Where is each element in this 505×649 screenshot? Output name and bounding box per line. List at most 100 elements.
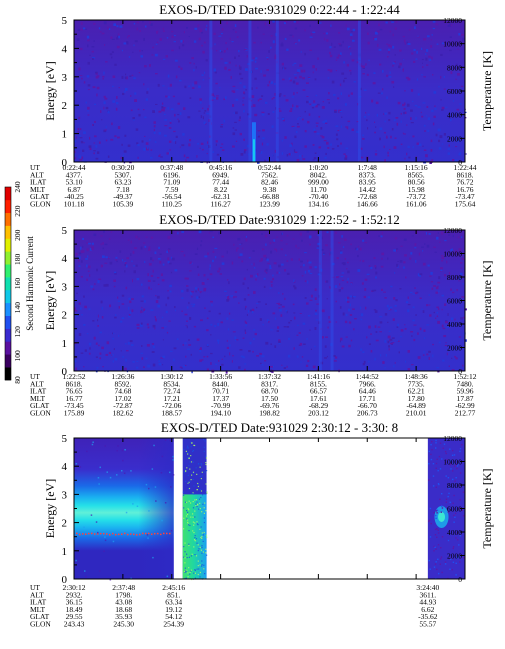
heatmap-cell	[184, 342, 187, 345]
heatmap-cell	[85, 101, 87, 104]
heatmap-cell	[135, 128, 139, 131]
heatmap-cell	[351, 59, 355, 62]
heatmap-cell	[418, 252, 421, 256]
heatmap-cell	[187, 576, 189, 578]
heatmap-cell	[389, 71, 391, 74]
heatmap-cell	[231, 319, 234, 321]
heatmap-cell	[321, 136, 325, 139]
heatmap-cell	[91, 246, 94, 249]
heatmap-cell	[213, 97, 216, 99]
heatmap-cell	[129, 75, 132, 77]
heatmap-cell	[339, 111, 343, 113]
heatmap-cell	[436, 367, 440, 369]
table-cell: 17.37	[212, 394, 229, 403]
heatmap-cell	[201, 552, 203, 554]
heatmap-cell	[298, 39, 301, 42]
heatmap-cell	[409, 257, 412, 260]
heatmap-cell	[188, 488, 190, 490]
heatmap-cell	[347, 296, 350, 300]
heatmap-cell	[429, 507, 432, 510]
heatmap-cell	[184, 577, 186, 579]
heatmap-cell	[119, 250, 122, 253]
heatmap-cell	[348, 124, 350, 127]
heatmap-cell	[300, 361, 302, 363]
y-tick-label: 2	[62, 310, 68, 322]
heatmap-cell	[338, 242, 341, 244]
heatmap-cell	[451, 569, 453, 571]
heatmap-cell	[444, 344, 448, 347]
heatmap-cell	[111, 122, 113, 126]
heatmap-cell	[375, 339, 379, 342]
heatmap-cell	[328, 316, 330, 319]
heatmap-cell	[445, 452, 447, 455]
heatmap-cell	[200, 319, 203, 322]
heatmap-cell	[154, 327, 156, 330]
heatmap-cell	[431, 440, 433, 443]
heatmap-cell	[162, 108, 165, 112]
heatmap-cell	[186, 510, 188, 512]
heatmap-cell	[423, 38, 427, 41]
heatmap-cell	[384, 159, 386, 162]
heatmap-cell	[313, 130, 317, 133]
heatmap-cell	[458, 153, 461, 156]
heatmap-cell	[185, 571, 187, 573]
heatmap-cell	[204, 71, 206, 74]
heatmap-cell	[153, 444, 155, 447]
heatmap-cell	[281, 364, 283, 366]
table-cell: 15.98	[408, 185, 425, 194]
heatmap-cell	[207, 252, 209, 255]
heatmap-cell	[276, 236, 279, 238]
heatmap-cell	[298, 258, 300, 261]
heatmap-cell	[245, 238, 248, 242]
heatmap-cell	[325, 336, 328, 338]
heatmap-cell	[337, 130, 340, 132]
heatmap-cell	[207, 278, 209, 280]
heatmap-cell	[203, 507, 205, 509]
heatmap-cell	[397, 260, 399, 262]
heatmap-cell	[103, 550, 105, 552]
heatmap-cell	[108, 28, 111, 30]
heatmap-cell	[187, 519, 189, 521]
heatmap-cell	[255, 67, 258, 70]
heatmap-cell	[443, 335, 447, 338]
heatmap-cell	[251, 263, 253, 265]
heatmap-cell	[169, 262, 172, 265]
heatmap-cell	[189, 573, 191, 575]
heatmap-cell	[86, 35, 90, 39]
heatmap-cell	[75, 136, 77, 139]
table-cell: 43.08	[115, 598, 132, 607]
heatmap-cell	[140, 322, 143, 325]
table-cell: 6.62	[421, 605, 434, 614]
heatmap-cell	[80, 140, 84, 144]
heatmap-cell	[418, 274, 421, 277]
table-cell: 8592.	[114, 379, 131, 388]
heatmap-cell	[269, 265, 272, 268]
heatmap-cell	[257, 26, 259, 29]
heatmap-cell	[193, 485, 195, 487]
heatmap-cell	[264, 269, 266, 273]
line-point	[169, 532, 171, 535]
heatmap-cell	[455, 249, 457, 253]
heatmap-cell	[273, 97, 275, 99]
heatmap-cell	[368, 343, 371, 345]
heatmap-cell	[181, 290, 184, 293]
table-cell: 1:52:12	[454, 372, 477, 381]
heatmap-cell	[284, 67, 287, 69]
heatmap-cell	[185, 515, 188, 517]
table-cell: 17.02	[114, 394, 131, 403]
heatmap-cell	[176, 338, 179, 340]
heatmap-cell	[434, 534, 437, 536]
heatmap-cell	[87, 265, 91, 269]
table-cell: -66.88	[260, 192, 280, 201]
heatmap-cell	[346, 281, 349, 284]
heatmap-cell	[103, 284, 107, 287]
heatmap-cell	[370, 266, 373, 270]
heatmap-cell	[271, 98, 274, 100]
heatmap-cell	[448, 117, 451, 119]
table-cell: 8534.	[163, 379, 180, 388]
heatmap-cell	[430, 39, 432, 41]
heatmap-cell	[404, 102, 406, 106]
heatmap-cell	[251, 311, 254, 314]
heatmap-cell	[174, 34, 176, 37]
heatmap-cell	[393, 146, 397, 149]
